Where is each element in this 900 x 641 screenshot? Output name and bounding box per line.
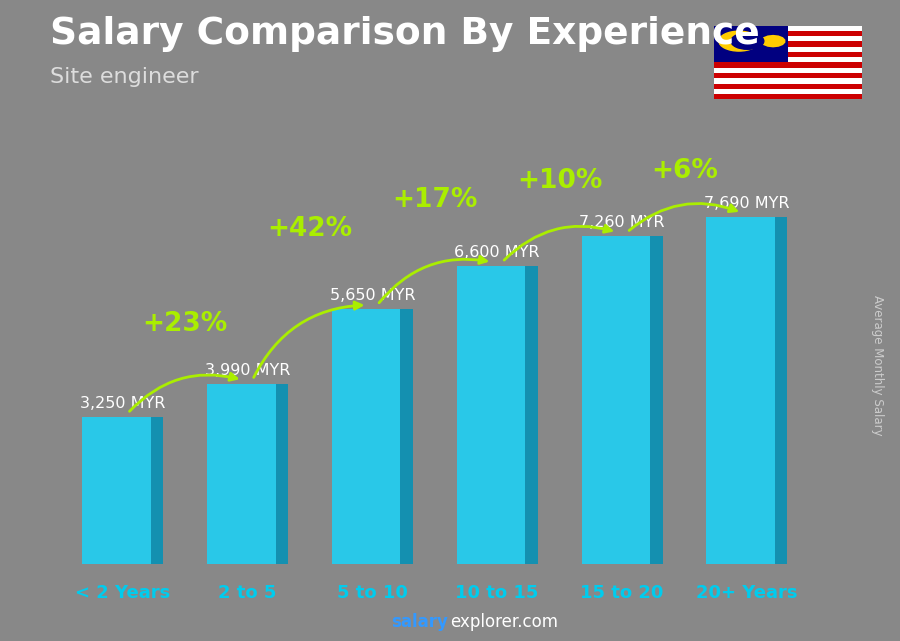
Text: Salary Comparison By Experience: Salary Comparison By Experience	[50, 16, 760, 52]
Text: 7,690 MYR: 7,690 MYR	[704, 196, 789, 211]
Text: +6%: +6%	[651, 158, 718, 184]
Text: 3,250 MYR: 3,250 MYR	[80, 396, 166, 412]
Bar	[526, 266, 537, 564]
Bar	[275, 384, 288, 564]
Bar	[714, 36, 862, 42]
Text: 5,650 MYR: 5,650 MYR	[329, 288, 415, 303]
Text: +42%: +42%	[267, 216, 353, 242]
Text: 6,600 MYR: 6,600 MYR	[454, 245, 540, 260]
Text: explorer.com: explorer.com	[450, 613, 558, 631]
Bar	[714, 83, 862, 89]
Text: Average Monthly Salary: Average Monthly Salary	[871, 295, 884, 436]
Bar	[456, 266, 526, 564]
Bar	[714, 62, 862, 68]
Bar	[714, 68, 862, 73]
Bar	[714, 73, 862, 78]
Bar	[714, 42, 862, 47]
Bar	[82, 417, 151, 564]
Bar	[714, 47, 862, 52]
Bar	[706, 217, 775, 564]
Text: +10%: +10%	[517, 168, 602, 194]
Bar	[151, 417, 163, 564]
Bar	[714, 26, 862, 31]
Bar	[714, 89, 862, 94]
Text: 7,260 MYR: 7,260 MYR	[580, 215, 665, 230]
Bar	[714, 31, 862, 36]
Text: 5 to 10: 5 to 10	[337, 584, 408, 602]
Bar	[714, 52, 862, 57]
Text: salary: salary	[392, 613, 448, 631]
Bar	[650, 237, 662, 564]
Bar	[581, 237, 650, 564]
Text: 10 to 15: 10 to 15	[455, 584, 539, 602]
Text: 15 to 20: 15 to 20	[580, 584, 663, 602]
Circle shape	[731, 33, 764, 49]
Text: Site engineer: Site engineer	[50, 67, 198, 87]
Text: < 2 Years: < 2 Years	[75, 584, 170, 602]
Bar	[400, 309, 413, 564]
Bar	[207, 384, 275, 564]
Bar	[714, 26, 788, 62]
Text: +17%: +17%	[392, 187, 477, 213]
Text: 20+ Years: 20+ Years	[697, 584, 797, 602]
Bar	[714, 94, 862, 99]
Text: 3,990 MYR: 3,990 MYR	[205, 363, 290, 378]
Text: 2 to 5: 2 to 5	[219, 584, 276, 602]
Bar	[332, 309, 400, 564]
Text: +23%: +23%	[142, 312, 228, 337]
Bar	[714, 57, 862, 62]
Bar	[714, 78, 862, 83]
Bar	[775, 217, 788, 564]
Circle shape	[719, 31, 759, 51]
